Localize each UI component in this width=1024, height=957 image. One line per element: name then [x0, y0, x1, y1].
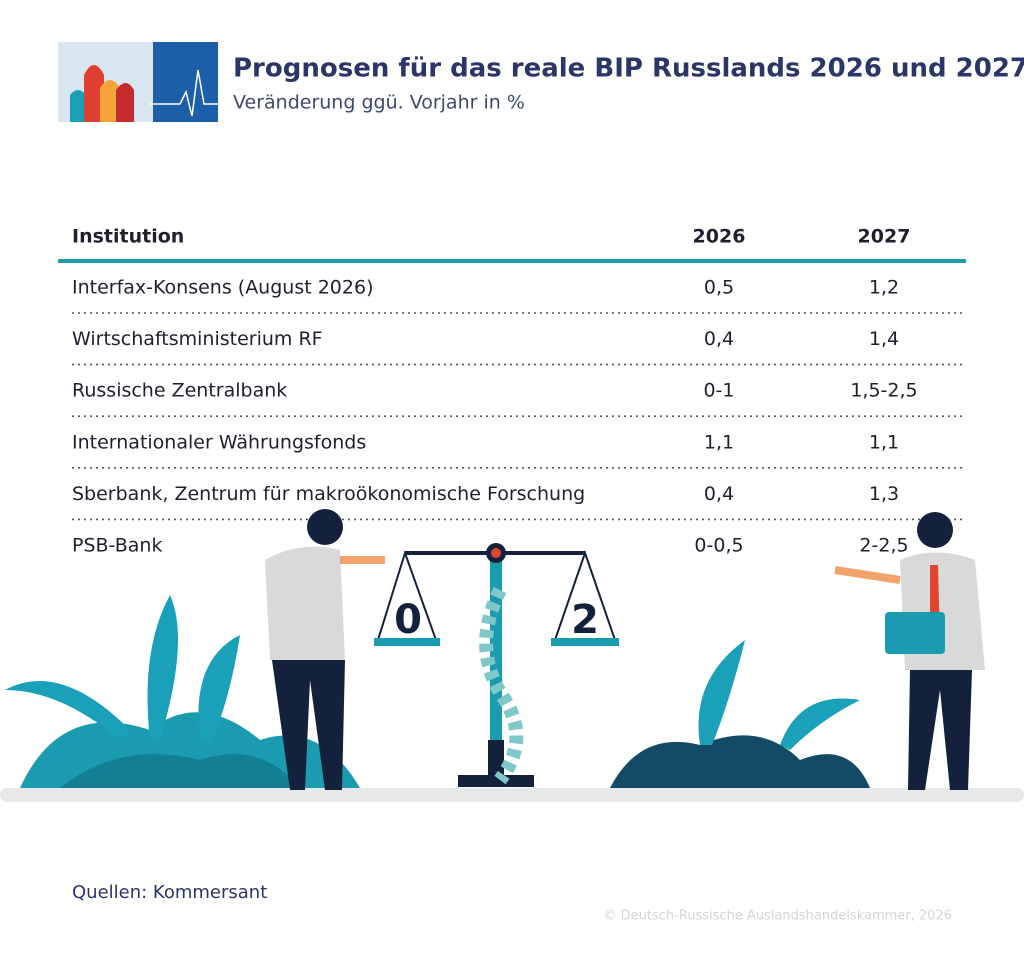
cell: Internationaler Währungsfonds	[72, 431, 366, 453]
subtitle: Veränderung ggü. Vorjahr in %	[233, 92, 525, 114]
copyright: © Deutsch-Russische Auslandshandelskamme…	[603, 909, 952, 924]
cell: Sberbank, Zentrum für makroökonomische F…	[72, 483, 585, 505]
column-header: 2027	[858, 226, 911, 248]
cell: 2-2,5	[859, 535, 908, 557]
source: Quellen: Kommersant	[72, 882, 267, 903]
cell: 1,1	[704, 431, 734, 453]
cell: 1,3	[869, 483, 899, 505]
scale-right-label: 2	[571, 597, 599, 643]
cell: Wirtschaftsministerium RF	[72, 328, 323, 350]
scale-left-label: 0	[394, 597, 422, 643]
cell: 1,2	[869, 277, 899, 299]
cell: 0-1	[703, 380, 734, 402]
logo	[58, 42, 218, 122]
column-header: 2026	[693, 226, 746, 248]
cell: Russische Zentralbank	[72, 380, 287, 402]
cell: 0,4	[704, 328, 734, 350]
cell: 0,4	[704, 483, 734, 505]
cell: 1,1	[869, 431, 899, 453]
illustration: 0 2	[0, 509, 1024, 802]
cell: 0,5	[704, 277, 734, 299]
cell: Interfax-Konsens (August 2026)	[72, 277, 374, 299]
cell: 1,5-2,5	[850, 380, 917, 402]
table: Institution 2026 2027 Interfax-Konsens (Aug…	[58, 226, 966, 557]
title: Prognosen für das reale BIP Russlands 20…	[233, 54, 1024, 84]
cell: 0-0,5	[694, 535, 743, 557]
column-header: Institution	[72, 226, 184, 248]
cell: 1,4	[869, 328, 899, 350]
cell: PSB-Bank	[72, 535, 162, 557]
